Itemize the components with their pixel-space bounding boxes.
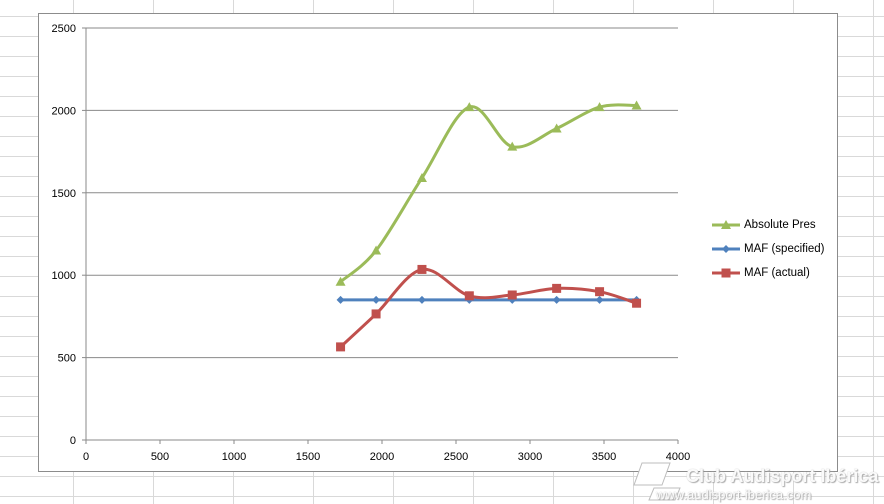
legend-swatch	[712, 245, 740, 253]
x-tick-label: 4000	[666, 451, 690, 463]
triangle-marker	[551, 123, 562, 133]
legend-swatch	[712, 268, 740, 278]
triangle-marker	[335, 276, 346, 286]
square-marker	[721, 268, 731, 278]
watermark-title: Club Audisport Ibérica	[686, 466, 879, 486]
legend: Absolute Pres MAF (specified) MAF (actual)	[711, 213, 836, 285]
y-tick-label: 1000	[52, 270, 76, 282]
legend-item: MAF (actual)	[711, 261, 836, 285]
y-tick-label: 2000	[52, 105, 76, 117]
line-chart: 0 500 1000 1500 2000 2500 0 500 1000 1500 2000 2500…	[52, 23, 691, 463]
square-marker	[336, 342, 346, 352]
square-marker	[507, 290, 517, 300]
y-tick-label: 1500	[52, 188, 76, 200]
legend-label: Absolute Pres	[744, 219, 816, 231]
legend-swatch	[712, 220, 740, 229]
triangle-marker	[371, 245, 382, 255]
legend-item: MAF (specified)	[711, 237, 836, 261]
x-tick-label: 500	[151, 451, 169, 463]
series-line-absolute-pres	[339, 103, 639, 284]
x-tick-label: 1500	[296, 451, 320, 463]
triangle-marker	[416, 172, 427, 182]
diamond-marker	[372, 295, 381, 304]
x-tick-label: 1000	[222, 451, 246, 463]
square-marker	[417, 264, 427, 274]
diamond-marker	[336, 295, 345, 304]
y-tick-label: 500	[58, 353, 76, 365]
logo-icon	[633, 462, 681, 501]
triangle-marker	[594, 102, 605, 112]
square-marker	[371, 309, 381, 319]
x-tick-label: 2000	[370, 451, 394, 463]
square-marker	[595, 287, 605, 297]
diamond-marker	[722, 245, 730, 253]
x-tick-label: 2500	[444, 451, 468, 463]
square-marker	[552, 283, 562, 293]
diamond-marker	[552, 295, 561, 304]
watermark: Club Audisport Ibérica www.audisport-ibe…	[630, 458, 884, 504]
legend-label: MAF (actual)	[744, 267, 810, 279]
chart-area: 0 500 1000 1500 2000 2500 0 500 1000 1500 2000 2500…	[38, 13, 838, 472]
x-tick-label: 0	[83, 451, 89, 463]
y-tick-label: 0	[70, 435, 76, 447]
diamond-marker	[417, 295, 426, 304]
x-tick-label: 3000	[518, 451, 542, 463]
series-line-maf-actual	[339, 267, 639, 349]
legend-item: Absolute Pres	[711, 213, 836, 237]
triangle-marker	[507, 141, 518, 151]
y-tick-label: 2500	[52, 23, 76, 35]
square-marker	[632, 298, 642, 308]
diamond-marker	[595, 295, 604, 304]
square-marker	[464, 291, 474, 301]
legend-label: MAF (specified)	[744, 243, 825, 255]
x-tick-label: 3500	[592, 451, 616, 463]
triangle-marker	[464, 102, 475, 112]
triangle-marker	[631, 100, 642, 110]
watermark-url: www.audisport-iberica.com	[656, 487, 812, 502]
triangle-marker	[721, 220, 731, 229]
